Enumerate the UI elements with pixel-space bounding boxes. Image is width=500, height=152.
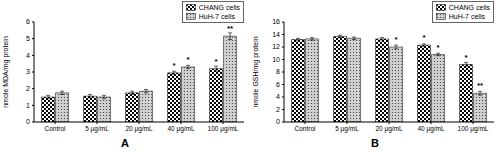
svg-text:100 μg/mL: 100 μg/mL: [208, 125, 239, 133]
svg-text:2: 2: [26, 85, 30, 92]
svg-text:1: 1: [26, 102, 30, 109]
svg-text:4: 4: [276, 93, 280, 100]
svg-text:5 μg/mL: 5 μg/mL: [335, 125, 359, 133]
svg-text:*: *: [172, 61, 176, 70]
svg-text:8: 8: [276, 68, 280, 75]
svg-text:16: 16: [272, 18, 280, 25]
svg-text:*: *: [214, 57, 218, 66]
svg-text:Control: Control: [295, 125, 317, 132]
svg-text:6: 6: [26, 18, 30, 25]
svg-text:20 μg/mL: 20 μg/mL: [375, 125, 403, 133]
svg-text:40 μg/mL: 40 μg/mL: [417, 125, 445, 133]
svg-text:Control: Control: [45, 125, 67, 132]
svg-text:nmole MDA/mg protein: nmole MDA/mg protein: [8, 36, 10, 108]
svg-text:12: 12: [272, 43, 280, 50]
svg-text:100 μg/mL: 100 μg/mL: [458, 125, 489, 133]
svg-text:0: 0: [276, 118, 280, 125]
svg-text:*: *: [394, 35, 398, 44]
svg-text:20 μg/mL: 20 μg/mL: [125, 125, 153, 133]
html-text:B: B: [371, 137, 379, 149]
svg-text:*: *: [436, 43, 440, 52]
html-text:HuH-7 cells: HuH-7 cells: [198, 13, 235, 20]
svg-text:0: 0: [26, 118, 30, 125]
svg-text:5 μg/mL: 5 μg/mL: [85, 125, 109, 133]
html-text:CHANG cells: CHANG cells: [198, 4, 240, 11]
svg-text:3: 3: [26, 68, 30, 75]
svg-text:*: *: [464, 53, 468, 62]
html-text:CHANG cells: CHANG cells: [448, 4, 490, 11]
html-text:A: A: [121, 137, 129, 149]
svg-text:2: 2: [276, 106, 280, 113]
svg-text:10: 10: [272, 56, 280, 63]
svg-text:6: 6: [276, 81, 280, 88]
svg-text:4: 4: [26, 52, 30, 59]
svg-text:*: *: [186, 55, 190, 64]
svg-text:**: **: [227, 24, 234, 33]
svg-text:*: *: [422, 33, 426, 42]
svg-text:**: **: [477, 81, 484, 90]
html-text:HuH-7 cells: HuH-7 cells: [448, 13, 485, 20]
svg-text:5: 5: [26, 35, 30, 42]
svg-text:nmole GSH/mg protein: nmole GSH/mg protein: [252, 36, 260, 107]
svg-text:40 μg/mL: 40 μg/mL: [167, 125, 195, 133]
svg-text:14: 14: [272, 31, 280, 38]
